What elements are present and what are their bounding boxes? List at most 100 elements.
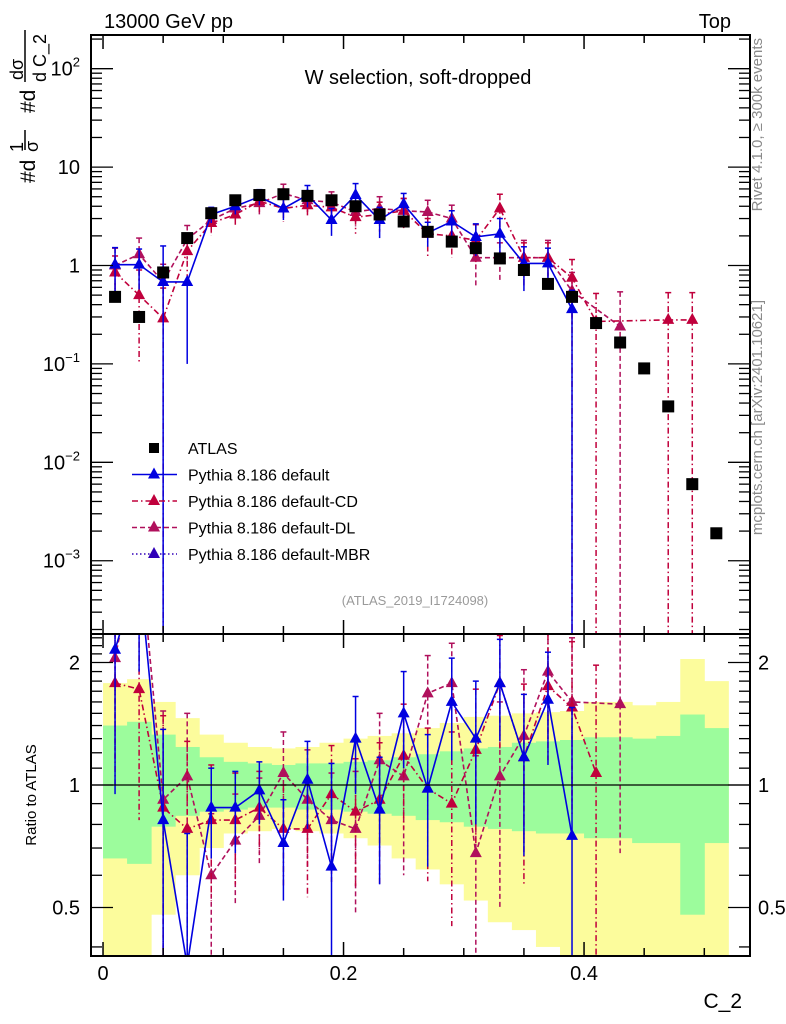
legend-label-pythia-8-186-default-dl: Pythia 8.186 default-DL [188,521,355,538]
y-label-dc2: d C_2 [30,34,51,82]
ratio-point-pythia-8-186-default [181,959,193,970]
point-pythia-8-186-default-cd [133,288,146,300]
point-atlas [133,310,146,323]
point-pythia-8-186-default [493,226,506,238]
ratio-point-pythia-8-186-default-dl [493,769,506,781]
ratio-point-pythia-8-186-default [229,800,242,812]
line-pythia-8-186-default-dl [114,192,621,328]
ratio-point-pythia-8-186-default [109,642,122,654]
point-atlas [445,235,458,248]
point-atlas [397,215,410,228]
ratio-point-pythia-8-186-default-dl [614,697,627,709]
point-pythia-8-186-default [133,257,146,269]
x-tick-label: 0.2 [330,963,358,985]
ratio-point-pythia-8-186-default [421,781,434,793]
x-axis-label: C_2 [703,990,742,1013]
point-atlas [686,478,699,491]
point-pythia-8-186-default [157,274,170,286]
ratio-point-pythia-8-186-default [349,731,362,743]
y-tick-label: 10−1 [43,350,80,376]
ratio-point-pythia-8-186-default-dl [277,766,290,778]
ratio-y-tick-label: 2 [69,653,80,675]
ratio-point-pythia-8-186-default-dl [181,769,194,781]
point-atlas [109,290,122,303]
ratio-band-inner [680,714,705,915]
point-atlas [253,189,266,202]
rivet-label: Rivet 4.1.0, ≥ 300k events [749,38,766,211]
x-tick-label: 0.4 [570,963,598,985]
point-pythia-8-186-default-dl [614,319,627,331]
ratio-point-pythia-8-186-default [397,706,410,718]
legend-label-pythia-8-186-default-mbr: Pythia 8.186 default-MBR [188,547,370,564]
point-atlas [469,242,482,255]
y-tick-label: 10−2 [43,448,80,474]
ratio-point-pythia-8-186-default [157,813,170,825]
point-pythia-8-186-default [325,213,338,225]
y-label-hd2: #d [17,90,40,113]
ratio-y-tick-label-right: 0.5 [758,897,786,919]
point-pythia-8-186-default [181,274,194,286]
y-label-hd: #d [17,160,40,183]
chart-title: W selection, soft-dropped [305,67,532,89]
legend-marker-atlas [149,443,159,453]
y-tick-label: 1 [69,256,80,278]
point-atlas [181,232,194,245]
point-pythia-8-186-default-cd [662,312,675,324]
y-tick-label: 10 [58,157,80,179]
point-atlas [517,264,530,277]
x-tick-label: 0 [97,963,108,985]
ratio-point-pythia-8-186-default-cd [181,821,194,833]
point-atlas [205,207,218,220]
legend-label-pythia-8-186-default-cd: Pythia 8.186 default-CD [188,494,358,511]
point-pythia-8-186-default-cd [566,270,579,282]
legend-label-atlas: ATLAS [188,441,238,458]
ratio-point-pythia-8-186-default [445,694,458,706]
main-plot-area [109,182,723,634]
point-pythia-8-186-default [541,256,554,268]
ratio-bands [103,659,729,956]
y-axis-label: #d 1 σ #d dσ d C_2 [7,30,51,183]
point-atlas [421,225,434,238]
point-pythia-8-186-default [397,197,410,209]
legend-label-pythia-8-186-default: Pythia 8.186 default [188,468,330,485]
y-label-sigma: σ [22,141,42,152]
ratio-point-pythia-8-186-default [205,800,218,812]
ratio-point-pythia-8-186-default-cd [445,796,458,808]
top-label: Top [699,11,731,33]
point-pythia-8-186-default [277,201,290,213]
ratio-point-pythia-8-186-default-cd [133,682,146,694]
ratio-point-pythia-8-186-default [493,676,506,688]
legend-marker-pythia-8-186-default-cd [148,494,160,505]
point-atlas [614,336,627,349]
ratio-point-pythia-8-186-default-cd [349,804,362,816]
ratio-point-pythia-8-186-default-cd [566,700,579,712]
point-atlas [157,266,170,279]
ratio-point-pythia-8-186-default-cd [590,766,603,778]
legend-marker-pythia-8-186-default [148,467,160,479]
ratio-line-pythia-8-186-default [114,634,573,956]
ratio-y-tick-label: 0.5 [52,897,80,919]
mcplots-label: mcplots.cern.ch [arXiv:2401.10621] [749,300,766,535]
ratio-point-pythia-8-186-default [253,783,266,795]
point-atlas [590,317,603,330]
point-pythia-8-186-default-cd [686,312,699,324]
ratio-y-tick-label-right: 2 [758,653,769,675]
ratio-point-pythia-8-186-default [277,836,290,848]
point-atlas [325,194,338,207]
y-label-dsigma: dσ [7,59,27,80]
point-pythia-8-186-default [566,302,579,314]
point-atlas [710,527,723,540]
point-atlas [301,189,314,202]
ratio-point-pythia-8-186-default [566,828,579,840]
point-pythia-8-186-default-cd [181,244,194,256]
energy-label: 13000 GeV pp [104,11,233,33]
point-pythia-8-186-default [349,188,362,200]
point-atlas [373,208,386,221]
ratio-point-pythia-8-186-default [133,562,145,573]
y-tick-label: 102 [51,55,80,81]
point-pythia-8-186-default-cd [349,210,362,222]
legend: ATLAS Pythia 8.186 default Pythia 8.186 de… [132,441,370,564]
ratio-point-pythia-8-186-default [541,692,554,704]
point-atlas [493,252,506,265]
